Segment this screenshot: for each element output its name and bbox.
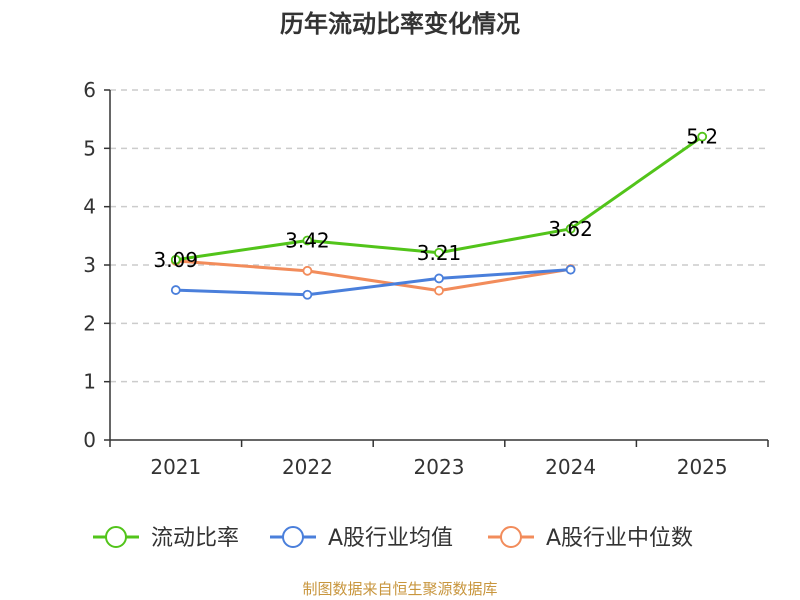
data-point [170, 285, 181, 295]
data-point [170, 254, 181, 265]
data-point [302, 235, 313, 246]
y-axis-ticks: 0 1 2 3 4 5 6 [83, 78, 110, 452]
data-point [434, 247, 444, 258]
legend-item-1: A股行业均值 [270, 526, 453, 551]
x-axis-ticks: 2021 2022 2023 2024 2025 [109, 440, 769, 479]
data-label: 3.42 [285, 229, 330, 253]
legend-marker [282, 526, 304, 548]
data-label: 3.21 [417, 241, 462, 265]
y-tick-label: 6 [83, 78, 96, 102]
y-tick-label: 1 [83, 370, 96, 394]
data-label: 3.62 [548, 217, 593, 241]
data-label: 3.09 [154, 248, 199, 272]
legend-marker [500, 526, 522, 548]
y-tick-label: 5 [83, 136, 96, 160]
data-point [565, 264, 576, 275]
data-point [565, 223, 576, 234]
x-tick-label: 2021 [150, 455, 201, 479]
legend-label: 流动比率 [151, 526, 239, 551]
x-tick-label: 2024 [545, 455, 596, 479]
series-line-1 [175, 268, 571, 297]
legend-label: A股行业均值 [328, 526, 453, 551]
data-label: 5.2 [686, 125, 718, 149]
axes [109, 90, 768, 441]
legend-marker [105, 526, 127, 548]
y-tick-label: 4 [83, 195, 96, 219]
legend-label: A股行业中位数 [546, 526, 693, 551]
x-tick-label: 2025 [677, 455, 728, 479]
data-point [434, 273, 444, 284]
y-tick-label: 3 [83, 253, 96, 277]
data-point [697, 131, 708, 142]
legend-item-0: 流动比率 [93, 526, 239, 551]
x-tick-label: 2023 [414, 455, 465, 479]
data-point [302, 265, 313, 276]
series-layer [170, 131, 708, 300]
grid-lines [110, 89, 768, 383]
data-point [302, 289, 313, 300]
legend-item-2: A股行业中位数 [488, 526, 693, 551]
x-tick-label: 2022 [282, 455, 333, 479]
data-labels: 3.09 3.42 3.21 3.62 5.2 [154, 125, 719, 272]
legend: 流动比率 A股行业均值 A股行业中位数 [93, 526, 693, 551]
chart-title: 历年流动比率变化情况 [280, 10, 520, 38]
y-tick-label: 2 [83, 311, 96, 335]
y-tick-label: 0 [83, 428, 96, 452]
source-note: 制图数据来自恒生聚源数据库 [302, 580, 498, 598]
series-line-2 [175, 259, 571, 293]
data-point [434, 285, 444, 296]
